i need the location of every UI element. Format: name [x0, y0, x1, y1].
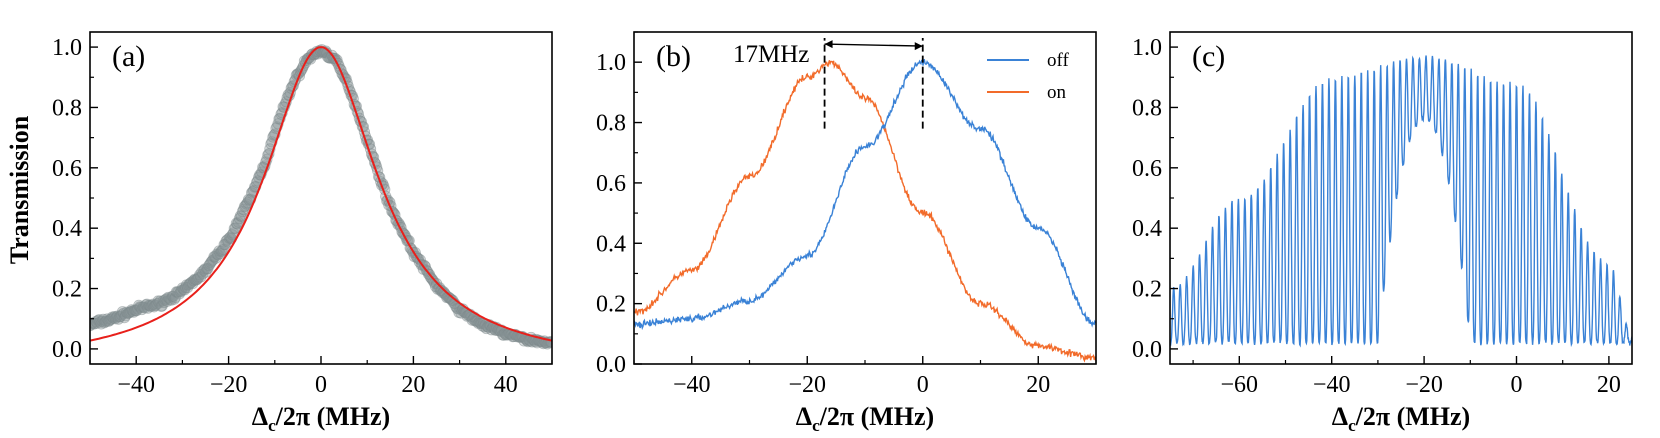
panel-a-xticks: −40 −20 0 20 40 [89, 356, 553, 398]
panel-b: −40 −20 0 20 0.0 0.2 0.4 0.6 0.8 1.0 (b) 17MHz o… [596, 31, 1097, 435]
panel-a: −40 −20 0 20 40 0.0 0.2 0.4 0.6 0.8 1.0 (a) Δc/2π… [52, 31, 553, 435]
panel-c: −60 −40 −20 0 20 0.0 0.2 0.4 0.6 0.8 1.0 (c) Δc/2… [1132, 31, 1633, 435]
x-tick-label: −40 [117, 372, 155, 398]
y-tick-label: 0.0 [596, 352, 626, 378]
panel-c-label: (c) [1192, 40, 1225, 73]
y-tick-label: 0.8 [52, 95, 82, 121]
y-tick-label: 0.2 [1132, 277, 1162, 303]
y-tick-label: 0.0 [1132, 337, 1162, 363]
y-tick-label: 0.2 [52, 277, 82, 303]
x-tick-label: −60 [1221, 372, 1259, 398]
panel-b-xticks: −40 −20 0 20 [633, 356, 1097, 398]
y-tick-label: 0.4 [1132, 216, 1162, 242]
y-tick-label: 0.2 [596, 292, 626, 318]
panel-c-xlabel: Δc/2π (MHz) [1332, 402, 1470, 435]
panel-b-annotation [823, 38, 924, 129]
on-series [634, 60, 1096, 363]
y-tick-label: 0.6 [596, 171, 626, 197]
panel-b-yticks: 0.0 0.2 0.4 0.6 0.8 1.0 [596, 31, 642, 378]
x-tick-label: 40 [494, 372, 518, 398]
panel-a-label: (a) [112, 40, 145, 73]
legend-on-label: on [1047, 82, 1067, 103]
x-tick-label: −20 [1405, 372, 1443, 398]
shift-arrow [824, 43, 923, 47]
x-tick-label: 20 [1597, 372, 1621, 398]
y-tick-label: 1.0 [596, 50, 626, 76]
panel-a-xlabel: Δc/2π (MHz) [252, 402, 390, 435]
panel-a-frame [89, 31, 553, 365]
panel-b-xlabel: Δc/2π (MHz) [796, 402, 934, 435]
panel-b-plot-area [634, 58, 1096, 363]
fit-line [90, 46, 552, 342]
panel-a-yticks: 0.0 0.2 0.4 0.6 0.8 1.0 [52, 35, 98, 363]
panel-b-legend: off on [987, 50, 1069, 103]
panel-a-plot-area [90, 44, 552, 350]
shift-arrow-head [914, 42, 923, 51]
x-tick-label: −40 [1313, 372, 1351, 398]
panel-c-yticks: 0.0 0.2 0.4 0.6 0.8 1.0 [1132, 35, 1178, 363]
x-tick-label: 0 [917, 372, 929, 398]
y-tick-label: 0.6 [52, 156, 82, 182]
legend-off-label: off [1047, 50, 1069, 71]
y-tick-label: 0.6 [1132, 156, 1162, 182]
y-tick-label: 0.4 [596, 231, 626, 257]
panel-b-frame [633, 31, 1097, 365]
x-tick-label: −20 [210, 372, 248, 398]
x-tick-label: 20 [401, 372, 425, 398]
panel-c-plot-area [1170, 55, 1632, 348]
y-tick-label: 0.0 [52, 337, 82, 363]
y-tick-label: 1.0 [52, 35, 82, 61]
x-tick-label: 0 [1511, 372, 1523, 398]
x-tick-label: 20 [1026, 372, 1050, 398]
off-series [634, 58, 1096, 331]
x-tick-label: −40 [673, 372, 711, 398]
panel-c-xticks: −60 −40 −20 0 20 [1192, 356, 1621, 398]
y-tick-label: 0.8 [1132, 95, 1162, 121]
y-tick-label: 0.8 [596, 111, 626, 137]
x-tick-label: 0 [315, 372, 327, 398]
shared-ylabel: Transmission [5, 115, 34, 264]
panel-b-label: (b) [656, 40, 691, 73]
shift-arrow-tail [824, 40, 833, 49]
y-tick-label: 1.0 [1132, 35, 1162, 61]
comb-series [1170, 55, 1632, 348]
panel-b-annotation-text: 17MHz [733, 41, 809, 68]
x-tick-label: −20 [788, 372, 826, 398]
y-tick-label: 0.4 [52, 216, 82, 242]
